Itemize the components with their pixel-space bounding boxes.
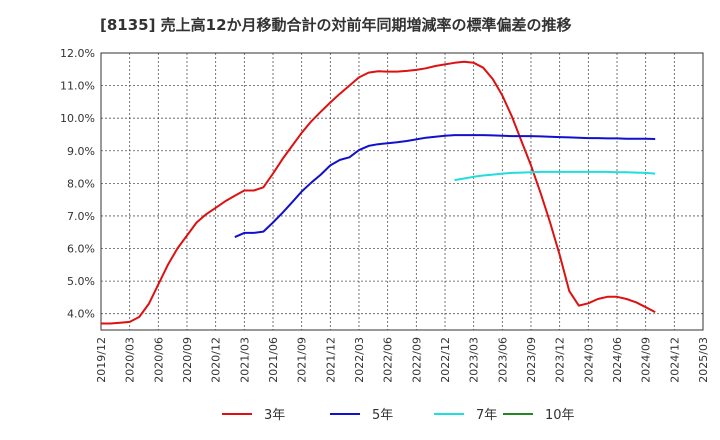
x-tick-label: 2021/09 (296, 337, 309, 383)
series-line-7年 (454, 170, 656, 182)
x-tick-label: 2020/12 (210, 337, 223, 383)
x-tick-label: 2022/12 (439, 337, 452, 383)
x-tick-label: 2020/06 (152, 337, 165, 383)
y-tick-label: 9.0% (67, 145, 95, 158)
x-tick-label: 2021/12 (324, 337, 337, 383)
chart-title: [8135] 売上高12か月移動合計の対前年同期増減率の標準偏差の推移 (100, 16, 572, 34)
x-tick-label: 2023/03 (468, 337, 481, 383)
x-tick-label: 2023/06 (496, 337, 509, 383)
y-tick-label: 6.0% (67, 243, 95, 256)
series-lines (101, 60, 656, 325)
y-tick-label: 8.0% (67, 177, 95, 190)
y-tick-label: 7.0% (67, 210, 95, 223)
x-tick-label: 2021/06 (267, 337, 280, 383)
x-tick-label: 2021/03 (238, 337, 251, 383)
y-tick-label: 4.0% (67, 308, 95, 321)
y-tick-label: 5.0% (67, 275, 95, 288)
x-tick-label: 2025/03 (697, 337, 710, 383)
series-line-3年 (101, 60, 656, 325)
plot-border (100, 52, 704, 331)
x-tick-label: 2024/06 (611, 337, 624, 383)
series-line-5年 (234, 134, 656, 239)
x-tick-label: 2020/09 (181, 337, 194, 383)
x-tick-label: 2024/03 (582, 337, 595, 383)
legend-label-3年: 3年 (264, 408, 285, 423)
x-tick-label: 2022/09 (410, 337, 423, 383)
y-tick-label: 10.0% (60, 112, 95, 125)
legend: 3年 5年 7年 10年 (222, 408, 575, 423)
y-axis-ticks: 4.0% 5.0% 6.0% 7.0% 8.0% 9.0% 10.0% 11.0% 12.0% (60, 47, 95, 321)
plot-frame (100, 52, 704, 331)
x-tick-label: 2024/12 (668, 337, 681, 383)
x-tick-label: 2023/12 (554, 337, 567, 383)
x-axis-ticks: 2019/12 2020/03 2020/06 2020/09 2020/12 2021/… (95, 337, 710, 383)
x-tick-label: 2022/06 (382, 337, 395, 383)
legend-label-7年: 7年 (476, 408, 497, 423)
legend-label-10年: 10年 (545, 408, 575, 423)
y-tick-label: 12.0% (60, 47, 95, 60)
x-tick-label: 2019/12 (95, 337, 108, 383)
y-tick-label: 11.0% (60, 80, 95, 93)
x-tick-label: 2022/03 (353, 337, 366, 383)
x-tick-label: 2020/03 (124, 337, 137, 383)
grid-lines (100, 52, 704, 330)
x-tick-label: 2024/09 (640, 337, 653, 383)
legend-label-5年: 5年 (372, 408, 393, 423)
x-tick-label: 2023/09 (525, 337, 538, 383)
